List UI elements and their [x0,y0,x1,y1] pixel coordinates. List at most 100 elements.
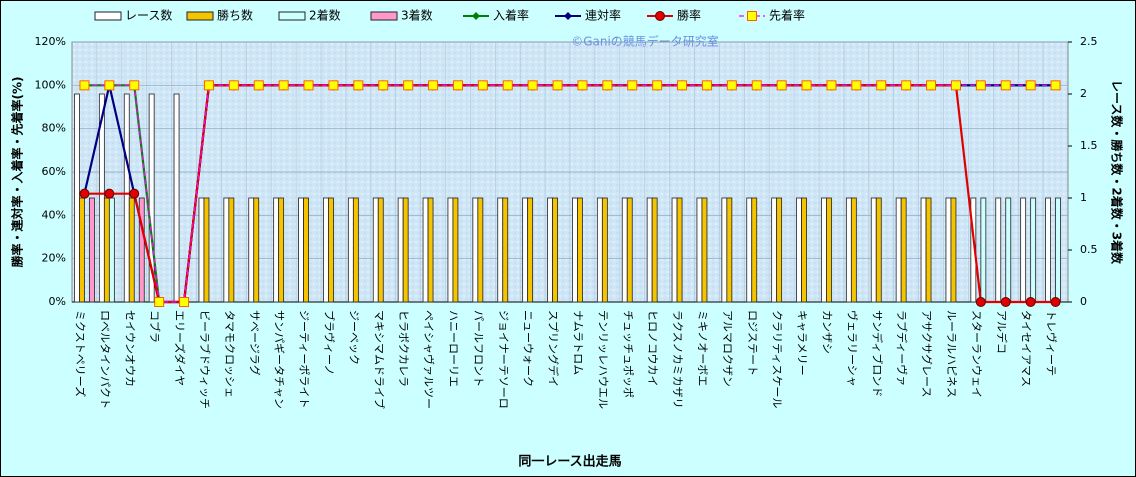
bar [821,197,827,303]
bar [1005,197,1012,303]
line-marker [253,80,264,91]
x-tick-label: エリーズダイヤ [173,310,187,386]
bar [298,197,304,303]
bar [826,197,832,303]
bar [900,197,907,303]
line-marker [179,297,190,307]
bar [278,197,285,303]
x-tick-label: サンディブロンド [870,310,884,397]
bar [303,197,309,303]
line-marker [926,80,937,91]
bar [123,93,130,303]
line-marker [303,80,314,91]
bar [1030,197,1037,303]
line-marker [353,80,364,91]
line-marker [826,80,837,91]
y2-tick-label: 0 [1080,295,1087,308]
line-marker [701,80,712,91]
bar [148,93,155,303]
bar [621,197,628,303]
bar [1045,197,1051,303]
bar [323,197,329,303]
x-tick-label: スターランウェイ [970,310,983,398]
line-marker [652,80,663,91]
x-tick-label: パールフロント [472,310,485,387]
x-tick-label: タマモクロッシェ [223,310,236,398]
line-marker [975,297,986,307]
bar [173,93,180,303]
bar [870,197,877,303]
bar [651,197,658,303]
line [84,84,1056,303]
x-tick-label: ラクスノカミカザリ [671,310,684,409]
bar [273,197,280,303]
bar [328,197,334,303]
bar [372,197,379,303]
bar [108,197,115,303]
x-tick-label: ジーベック [347,310,360,365]
line-marker [79,188,90,199]
x-tick-label: ミクストペリーズ [73,310,87,397]
y-tick-label: 60% [42,165,66,178]
line-marker [129,80,140,91]
bar [422,197,429,303]
line-marker [154,297,165,307]
x-tick-label: ロベルタインパクト [98,310,111,409]
x-tick-label: チュッチュポッポ [621,310,634,398]
legend-marker [564,12,572,20]
y2-tick-label: 1 [1080,191,1087,204]
bar [850,197,857,303]
y2-tick-label: 1.5 [1080,139,1098,152]
bar [646,197,653,303]
bar [1055,197,1061,303]
x-tick-label: コブラ [148,310,162,343]
line-marker [79,80,90,91]
x-tick-label: ラブディーヴァ [895,310,909,386]
bar [427,197,434,303]
line-marker [428,80,439,91]
line-marker [726,80,737,91]
bar [253,197,260,303]
bar [696,197,703,303]
legend-label: 連対率 [585,8,621,23]
x-tick-label: アルデコ [995,310,1009,354]
line-marker [403,80,414,91]
bar [577,197,583,303]
x-tick-label: サベージラグ [248,310,262,376]
bar [402,197,409,303]
bar [701,197,708,303]
legend-label: 入着率 [493,8,529,23]
line-marker [751,80,762,91]
bar [845,197,852,303]
line-marker [477,80,488,91]
bar [895,197,902,303]
legend-label: 3着数 [401,8,433,23]
x-tick-label: ニューウォーク [522,310,535,387]
line-marker [677,80,688,91]
y-tick-label: 80% [42,122,66,135]
bar [89,197,95,303]
bar [547,197,553,303]
y-tick-label: 120% [35,35,66,48]
legend-marker [747,11,757,21]
legend-swatch [186,11,214,21]
line-marker [1050,297,1061,307]
x-tick-label: サンパギータチャン [273,310,286,409]
bar [746,197,753,303]
x-tick-label: アサクサグレース [920,310,934,397]
x-tick-label: テンリッレハウエル [596,310,609,409]
bar [676,197,683,303]
x-tick-label: キャラメリー [796,310,809,376]
line-marker [228,80,239,91]
line-marker [950,80,961,91]
bar [801,197,807,303]
bar [74,93,80,303]
bar [527,197,534,303]
x-tick-label: ヒラボクカレラ [397,310,410,387]
x-tick-label: タイセイアマス [1020,310,1033,387]
line-marker [1000,80,1011,91]
y2-tick-label: 2.5 [1080,35,1098,48]
x-tick-label: ハニーローリエ [447,310,460,387]
line-marker [851,80,862,91]
bar [920,197,927,303]
